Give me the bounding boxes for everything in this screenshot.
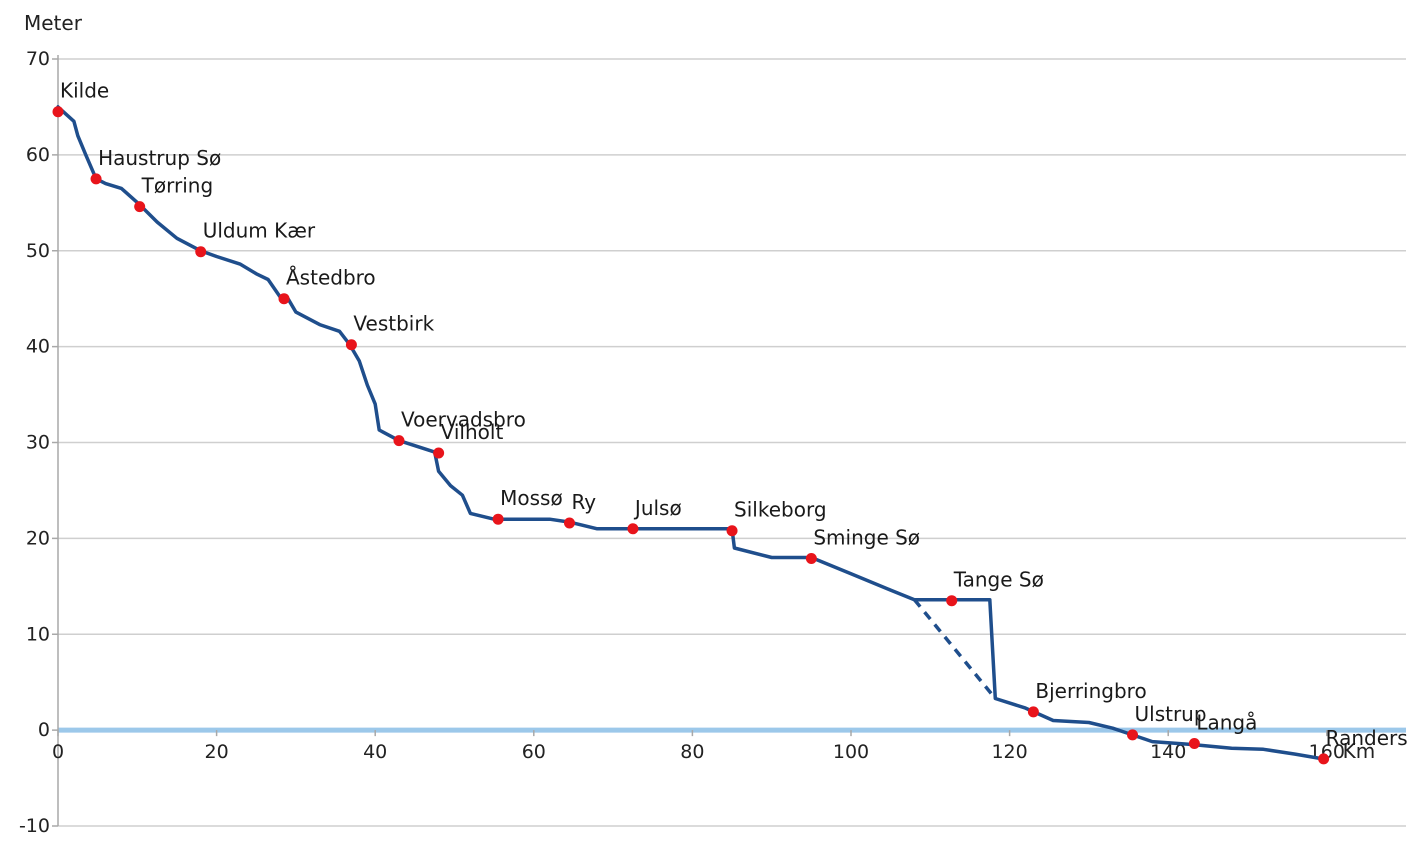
label-torring: Tørring xyxy=(141,174,213,198)
x-tick-label: 100 xyxy=(833,741,869,763)
label-ulstrup: Ulstrup xyxy=(1135,702,1207,726)
x-tick-label: 20 xyxy=(205,741,229,763)
label-ry: Ry xyxy=(571,490,596,514)
marker-astedbro xyxy=(278,293,290,305)
marker-mosso xyxy=(492,513,504,525)
label-tange-so: Tange Sø xyxy=(953,568,1044,592)
y-tick-label: 60 xyxy=(26,144,50,166)
marker-randers xyxy=(1318,753,1330,765)
x-tick-labels: 0 20 40 60 80 100 120 140 160 xyxy=(52,730,1345,763)
location-labels: Kilde Haustrup Sø Tørring Uldum Kær Åstedbro… xyxy=(60,79,1408,750)
y-tick-label: 20 xyxy=(26,527,50,549)
x-tick-label: 140 xyxy=(1150,741,1186,763)
marker-tange-so xyxy=(946,595,958,607)
x-axis-unit-label: Km xyxy=(1343,739,1376,763)
marker-voervadsbro xyxy=(393,435,405,447)
label-kilde: Kilde xyxy=(60,79,109,103)
y-tick-label: 70 xyxy=(26,48,50,70)
label-uldum-kaer: Uldum Kær xyxy=(203,219,316,243)
label-julso: Julsø xyxy=(633,496,682,520)
y-tick-label: 10 xyxy=(26,623,50,645)
marker-haustrup-so xyxy=(90,173,102,185)
marker-torring xyxy=(134,201,146,213)
marker-langa xyxy=(1188,738,1200,750)
x-tick-label: 40 xyxy=(363,741,387,763)
y-tick-labels: -10 0 10 20 30 40 50 60 70 xyxy=(19,48,50,837)
label-haustrup-so: Haustrup Sø xyxy=(98,146,221,170)
marker-vestbirk xyxy=(345,339,357,351)
label-mosso: Mossø xyxy=(500,486,563,510)
marker-vilholt xyxy=(433,447,445,459)
label-langa: Langå xyxy=(1196,711,1257,735)
y-axis-label: Meter xyxy=(24,11,83,35)
x-tick-label: 0 xyxy=(52,741,64,763)
label-vestbirk: Vestbirk xyxy=(353,312,434,336)
label-silkeborg: Silkeborg xyxy=(734,498,826,522)
y-tick-label: -10 xyxy=(19,815,50,837)
label-bjerringbro: Bjerringbro xyxy=(1035,679,1146,703)
marker-bjerringbro xyxy=(1027,706,1039,718)
location-markers xyxy=(52,106,1330,765)
marker-ry xyxy=(563,517,575,529)
marker-kilde xyxy=(52,106,64,118)
y-tick-label: 50 xyxy=(26,240,50,262)
marker-sminge-so xyxy=(805,553,817,565)
y-tick-label: 0 xyxy=(38,719,50,741)
label-astedbro: Åstedbro xyxy=(286,266,376,290)
x-tick-label: 60 xyxy=(522,741,546,763)
marker-uldum-kaer xyxy=(195,246,207,258)
y-tick-label: 30 xyxy=(26,432,50,454)
x-tick-label: 120 xyxy=(991,741,1027,763)
label-sminge-so: Sminge Sø xyxy=(813,526,920,550)
x-tick-label: 80 xyxy=(680,741,704,763)
marker-julso xyxy=(627,523,639,535)
marker-silkeborg xyxy=(726,525,738,537)
label-randers: Randers xyxy=(1326,726,1408,750)
y-tick-label: 40 xyxy=(26,336,50,358)
marker-ulstrup xyxy=(1127,729,1139,741)
river-profile-line xyxy=(56,105,1325,761)
dashed-bypass-line xyxy=(913,598,996,698)
label-vilholt: Vilholt xyxy=(441,420,504,444)
label-voervadsbro: Voervadsbro xyxy=(401,408,526,432)
